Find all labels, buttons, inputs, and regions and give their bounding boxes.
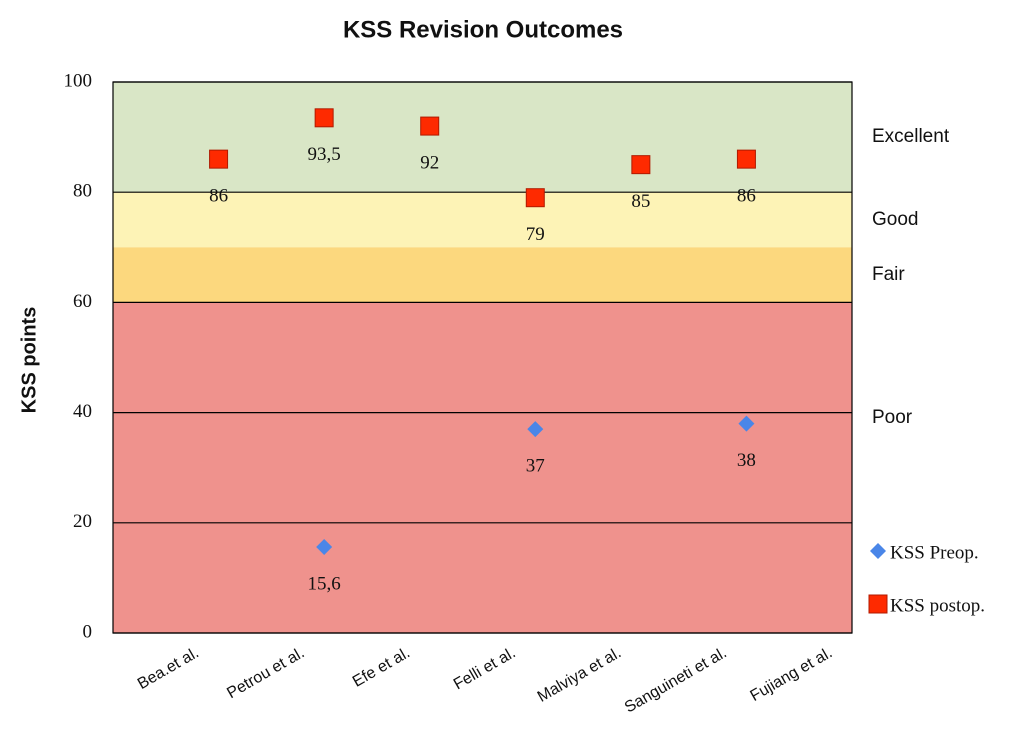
legend-label: KSS postop. — [890, 595, 985, 616]
x-tick-label: Bea.et al. — [135, 644, 202, 693]
y-tick-label: 0 — [83, 621, 93, 642]
x-tick-label: Malviya et al. — [535, 644, 624, 705]
data-point — [209, 149, 229, 169]
data-point — [420, 116, 440, 136]
plot-border — [112, 81, 853, 634]
data-point — [738, 415, 755, 432]
legend-marker — [868, 594, 888, 614]
x-tick-label: Fujiang et al. — [747, 644, 835, 705]
y-tick-label: 80 — [73, 181, 92, 202]
band-label: Good — [872, 209, 918, 230]
legend-label: KSS Preop. — [890, 542, 979, 563]
chart-title: KSS Revision Outcomes — [343, 16, 623, 43]
y-tick-label: 40 — [73, 401, 92, 422]
rating-band — [113, 192, 852, 248]
data-point — [527, 421, 544, 438]
data-label: 15,6 — [308, 573, 341, 594]
y-tick-label: 100 — [64, 70, 93, 91]
legend-marker — [870, 543, 886, 559]
data-label: 85 — [631, 191, 650, 212]
x-tick-label: Sanguineti et al. — [622, 644, 730, 716]
data-point — [314, 108, 334, 128]
rating-band — [113, 82, 852, 193]
data-label: 93,5 — [308, 144, 341, 165]
y-tick-label: 60 — [73, 291, 92, 312]
y-axis-label: KSS points — [18, 307, 40, 414]
data-label: 92 — [420, 152, 439, 173]
y-tick-label: 20 — [73, 511, 92, 532]
data-point — [631, 155, 651, 175]
data-label: 79 — [526, 224, 545, 245]
x-tick-label: Efe et al. — [350, 644, 413, 690]
data-point — [525, 188, 545, 208]
x-tick-label: Petrou et al. — [224, 644, 307, 702]
x-tick-label: Felli et al. — [451, 644, 519, 693]
data-label: 38 — [737, 450, 756, 471]
band-label: Excellent — [872, 126, 950, 147]
rating-band — [113, 247, 852, 303]
data-label: 37 — [526, 455, 545, 476]
data-label: 86 — [737, 185, 756, 206]
data-point — [316, 539, 333, 556]
band-label: Fair — [872, 264, 905, 285]
rating-band — [113, 302, 852, 633]
data-label: 86 — [209, 185, 228, 206]
band-label: Poor — [872, 407, 913, 428]
data-point — [736, 149, 756, 169]
